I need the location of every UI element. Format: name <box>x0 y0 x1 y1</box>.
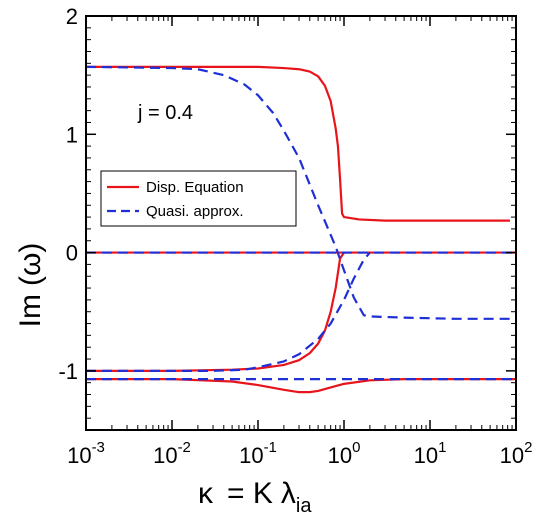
series-line-5 <box>86 251 371 372</box>
x-tick-label-3: 100 <box>328 439 361 468</box>
series-line-4 <box>85 65 510 320</box>
legend-label-disp: Disp. Equation <box>146 179 244 196</box>
series-line-2 <box>86 378 516 394</box>
series-layer <box>85 65 516 394</box>
x-tick-label-5: 102 <box>500 439 533 468</box>
y-tick-label-1: 0 <box>66 241 78 266</box>
x-tick-label-1: 10-2 <box>153 439 191 468</box>
x-tick-label-0: 10-3 <box>67 439 105 468</box>
tick-label-layer: 10-3 10-2 10-1 100 101 102 -1 0 1 2 <box>58 4 532 468</box>
y-tick-label-3: 2 <box>66 4 78 29</box>
x-tick-label-2: 10-1 <box>239 439 277 468</box>
series-line-1 <box>86 251 345 372</box>
legend: Disp. Equation Quasi. approx. <box>100 170 297 227</box>
series-line-0 <box>86 65 510 222</box>
x-tick-label-4: 101 <box>414 439 447 468</box>
legend-label-quasi: Quasi. approx. <box>146 203 244 220</box>
y-tick-label-2: 1 <box>66 122 78 147</box>
y-tick-label-0: -1 <box>58 359 78 384</box>
legend-box <box>100 170 297 227</box>
plot-frame <box>85 15 517 431</box>
y-axis-label: Im(ω) <box>14 243 47 328</box>
annotation-j: j = 0.4 <box>137 102 193 124</box>
